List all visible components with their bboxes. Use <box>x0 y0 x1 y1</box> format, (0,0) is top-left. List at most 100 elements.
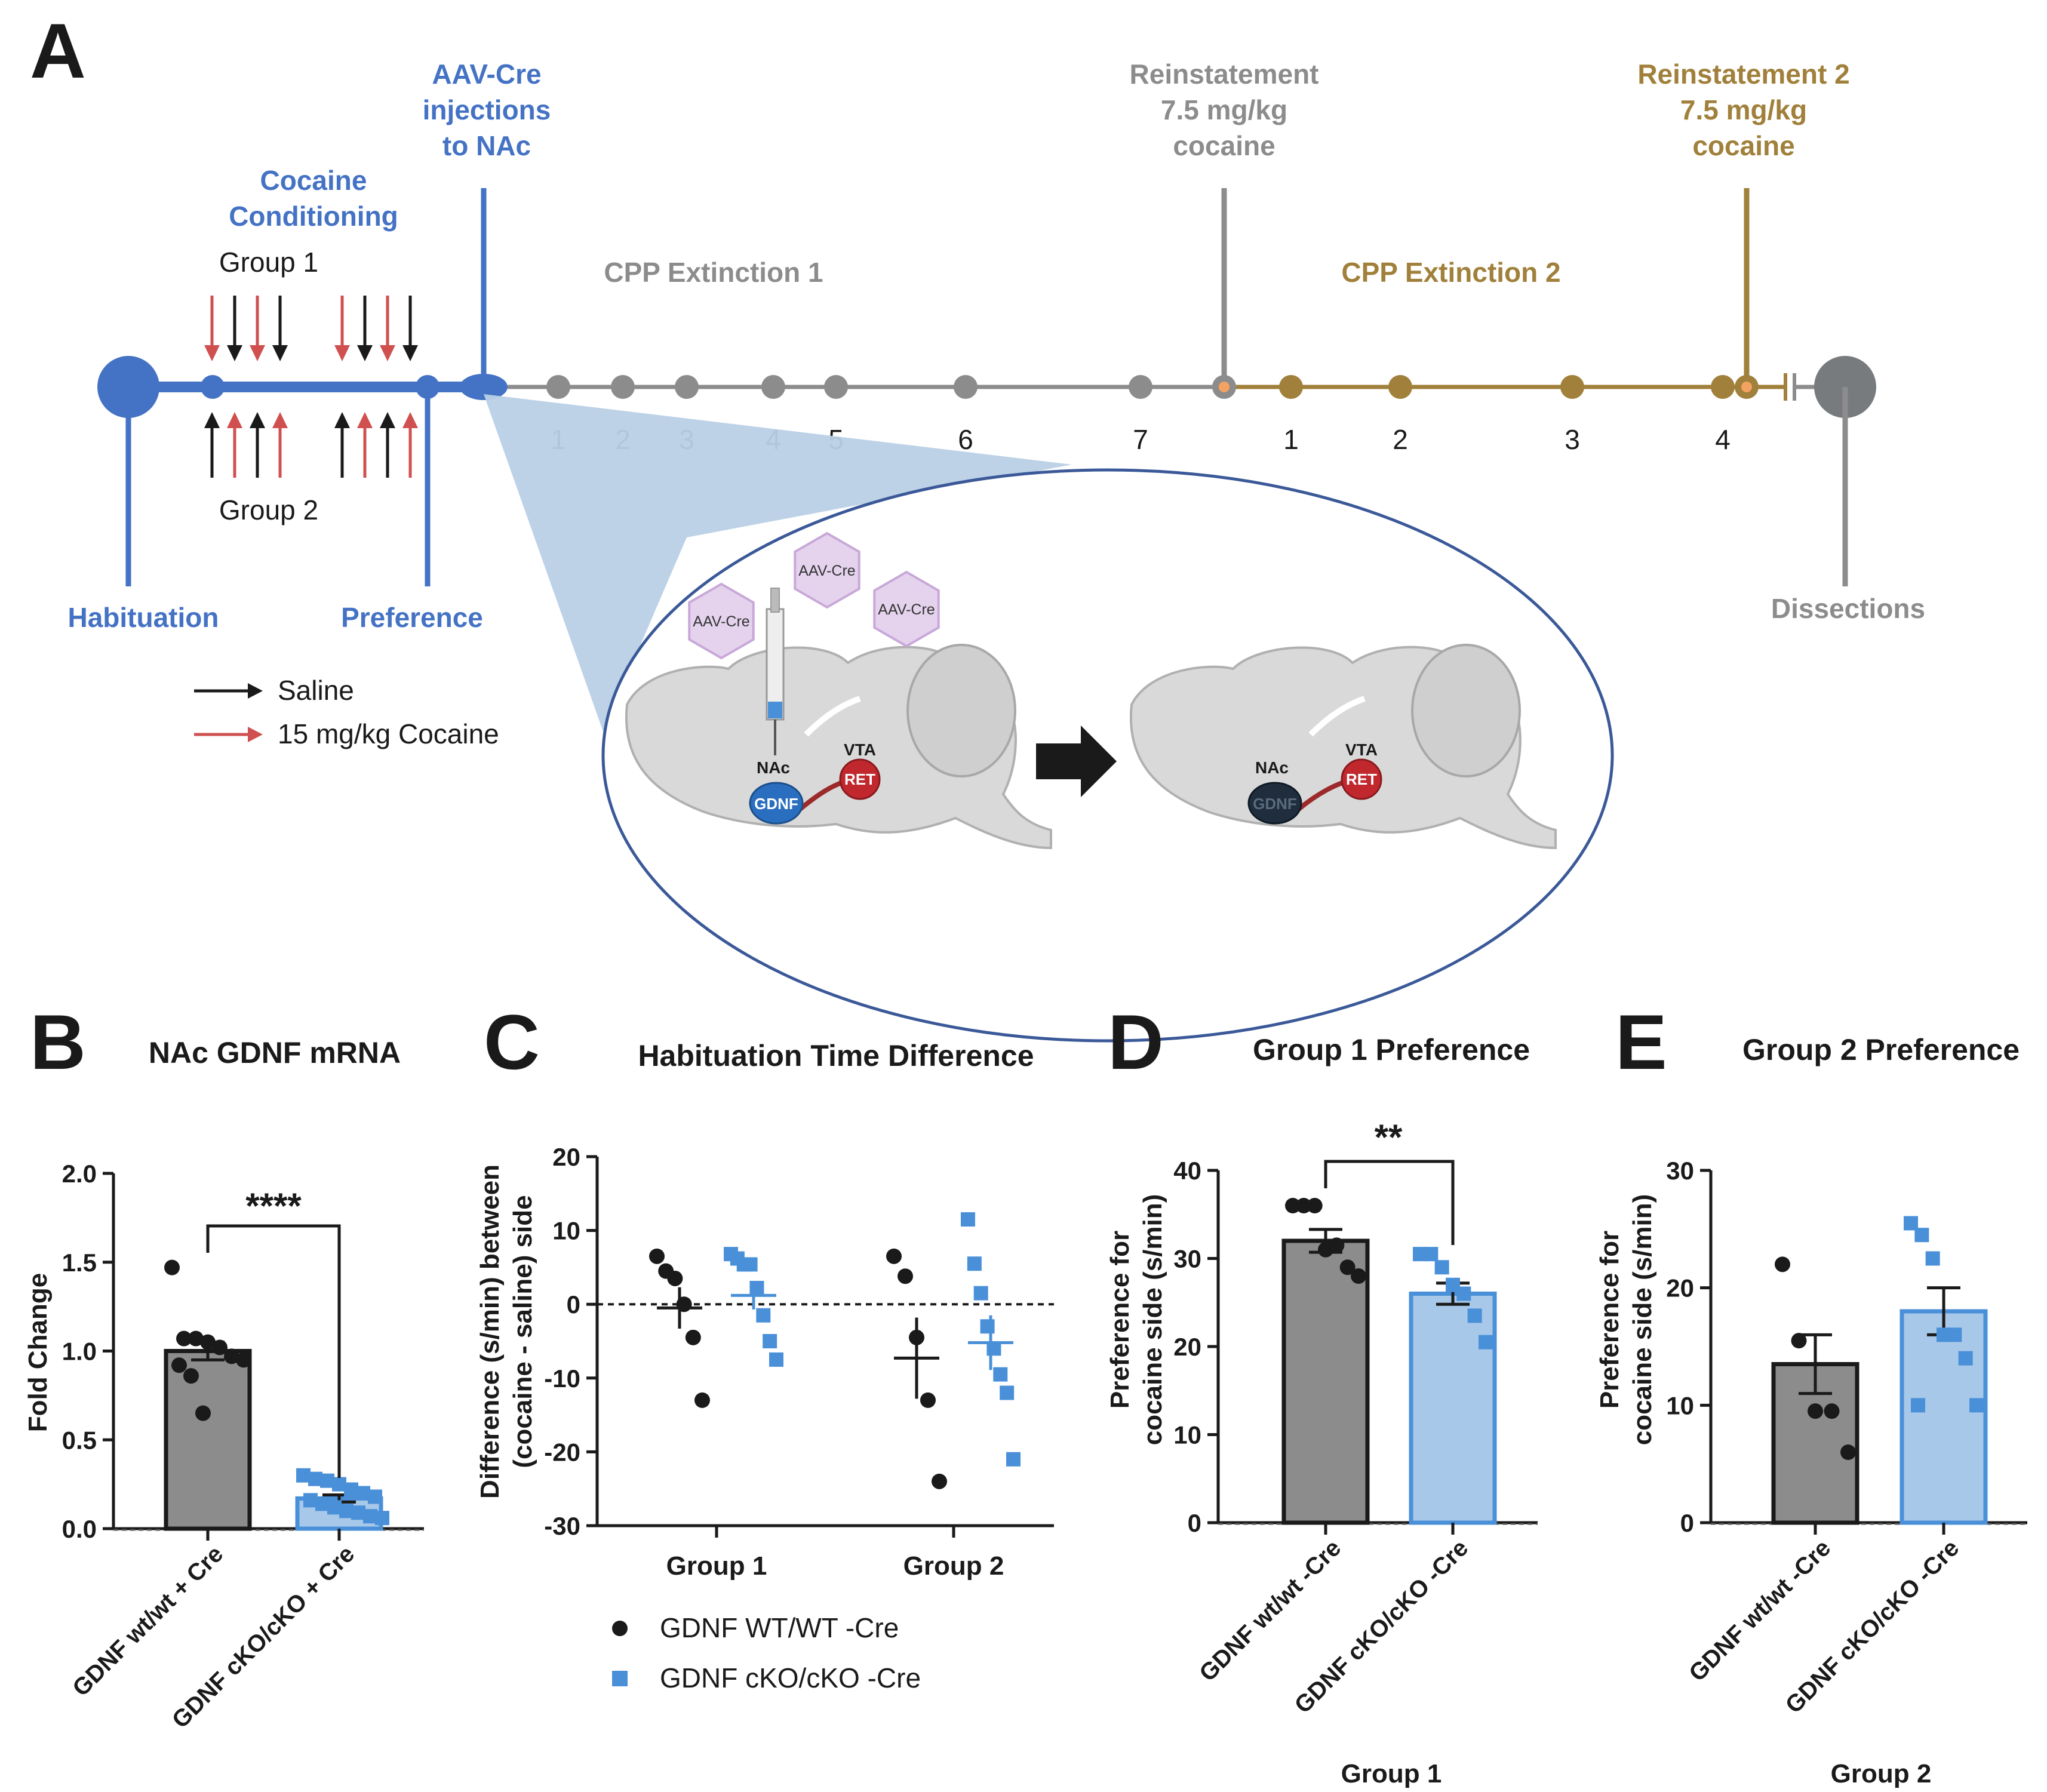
data-point <box>763 1334 777 1348</box>
data-point <box>1911 1398 1925 1413</box>
y-tick-label: -30 <box>544 1512 580 1540</box>
panel-d-ylabel-line2: cocaine side (s/min) <box>1138 1194 1167 1446</box>
panel-c-chart: -30 -20 -10 0 10 20 Group 1 Group 2 <box>544 1143 1054 1581</box>
group-2-injection-arrowhead <box>402 412 418 428</box>
panel-d: D Group 1 Preference Preference for coca… <box>1105 998 1538 1788</box>
group-1-injection-arrowhead <box>250 345 265 361</box>
data-point <box>961 1212 975 1227</box>
extinction-1-day-label: 6 <box>958 424 973 455</box>
y-tick-label: 20 <box>552 1143 580 1171</box>
timeline-node-conditioning-start <box>201 375 225 399</box>
brain-after-gdnf-label: GDNF <box>1253 795 1297 813</box>
cocaine-arrow-head <box>248 727 263 742</box>
brain-after-gdnf-node <box>1247 782 1302 825</box>
data-point <box>1329 1237 1345 1253</box>
panel-c-legend: GDNF WT/WT -Cre GDNF cKO/cKO -Cre <box>612 1612 921 1693</box>
panel-c-ylabel-line1: Difference (s/min) between <box>475 1164 505 1499</box>
reinstatement-2-node-core <box>1741 382 1752 392</box>
group-1-injection-arrowhead <box>227 345 242 361</box>
brain-after-vta-label: VTA <box>1345 740 1378 759</box>
syringe-plunger <box>770 588 780 613</box>
panel-c-ylabel-line2: (cocaine - saline) side <box>508 1195 537 1468</box>
group-1-injection-arrowhead <box>334 345 350 361</box>
extinction-1-label: CPP Extinction 1 <box>604 257 823 288</box>
extinction-1-day-dot <box>761 375 785 399</box>
reinstatement-2-line3: cocaine <box>1692 130 1794 161</box>
data-point <box>1840 1444 1856 1460</box>
panel-b-letter: B <box>30 998 86 1086</box>
brain-before-nac-label: NAc <box>757 758 790 777</box>
y-tick-label: 0 <box>567 1290 580 1318</box>
panel-e-ylabel-line2: cocaine side (s/min) <box>1628 1194 1657 1446</box>
x-category-label: Group 1 <box>666 1551 767 1581</box>
brain-before-ret-label: RET <box>844 770 875 788</box>
extinction-1-day-dot <box>824 375 848 399</box>
aav-cre-label: AAV-Cre <box>798 563 855 579</box>
y-tick-label: 40 <box>1173 1157 1201 1185</box>
panel-c-letter: C <box>484 998 540 1086</box>
bar <box>1900 1309 1988 1525</box>
aav-cre-label: AAV-Cre <box>693 613 749 630</box>
data-point <box>375 1511 389 1526</box>
brain-before-ventricle <box>804 696 861 737</box>
bar <box>1281 1238 1370 1525</box>
extinction-1-day-dot <box>611 375 635 399</box>
extinction-2-day-dot <box>1560 375 1584 399</box>
reinstatement-1-line1: Reinstatement <box>1130 59 1319 90</box>
bar <box>1409 1292 1497 1525</box>
data-point <box>973 1286 988 1301</box>
data-point <box>1467 1308 1482 1323</box>
data-point <box>756 1308 771 1323</box>
conditioning-label-line1: Cocaine <box>260 165 367 196</box>
data-point <box>1479 1335 1493 1350</box>
y-tick-label: 20 <box>1666 1274 1694 1302</box>
data-point <box>164 1259 180 1275</box>
data-point <box>1824 1403 1840 1419</box>
brain-after-cerebellum <box>1411 644 1521 777</box>
data-point <box>909 1329 924 1345</box>
extinction-2-day-label: 4 <box>1715 424 1731 455</box>
y-tick-label: 0.0 <box>62 1515 97 1543</box>
brain-before-cerebellum <box>906 644 1016 777</box>
y-tick-label: 10 <box>552 1217 580 1245</box>
extinction-2-day-label: 3 <box>1565 424 1580 455</box>
data-point <box>1958 1351 1973 1366</box>
y-tick-label: 0.5 <box>62 1426 97 1454</box>
data-point <box>1914 1228 1929 1243</box>
legend-cocaine-label: 15 mg/kg Cocaine <box>278 718 499 749</box>
data-point <box>769 1352 783 1367</box>
panel-a-letter: A <box>30 7 86 94</box>
extinction-1-day-dot <box>675 375 699 399</box>
brain-after-ret-node <box>1341 758 1382 800</box>
habituation-label: Habituation <box>68 602 219 633</box>
legend-wt-marker <box>612 1621 628 1636</box>
bar <box>164 1349 252 1531</box>
zoom-cone <box>484 394 1072 731</box>
data-point <box>986 1341 1001 1356</box>
preference-label: Preference <box>341 602 483 633</box>
data-point <box>1006 1452 1021 1467</box>
data-point <box>1456 1286 1471 1301</box>
x-category-label: GDNF wt/wt -Cre <box>1194 1535 1346 1686</box>
aav-cre-label: AAV-Cre <box>878 601 935 618</box>
data-point <box>368 1489 382 1504</box>
brain-before-vta-label: VTA <box>844 740 876 759</box>
data-point <box>749 1281 764 1296</box>
data-point <box>236 1352 251 1368</box>
panel-d-ylabel-line1: Preference for <box>1105 1231 1135 1409</box>
group-1-injection-arrowhead <box>272 345 288 361</box>
group-2-injection-arrowhead <box>357 412 373 428</box>
extinction-2-day-dot <box>1388 375 1412 399</box>
dissections-label: Dissections <box>1771 593 1925 624</box>
y-tick-label: -10 <box>544 1364 580 1393</box>
y-tick-label: 10 <box>1666 1391 1694 1419</box>
extinction-2-label: CPP Extinction 2 <box>1341 257 1560 288</box>
data-point <box>993 1367 1008 1382</box>
conditioning-label-line2: Conditioning <box>229 201 398 232</box>
group-2-injection-arrowhead <box>250 412 265 428</box>
extinction-1-day-label: 7 <box>1133 424 1148 455</box>
significance-bracket <box>206 1224 341 1478</box>
group-2-label: Group 2 <box>219 494 318 525</box>
y-tick-label: 1.5 <box>62 1249 97 1277</box>
